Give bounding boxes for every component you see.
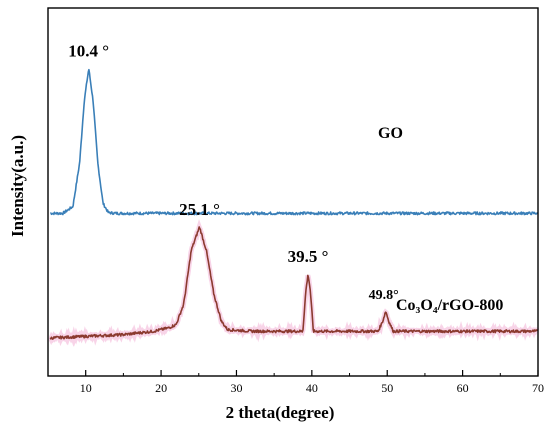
x-tick-label-10: 10 <box>80 381 92 395</box>
series-layer <box>48 68 540 347</box>
plot-frame <box>47 7 539 377</box>
x-axis-title: 2 theta(degree) <box>226 403 335 422</box>
series-line-co3o4-rgo-800 <box>49 226 539 341</box>
x-tick-label-30: 30 <box>230 381 242 395</box>
series-label-go: GO <box>378 125 403 142</box>
peak-label-25.1: 25.1 ° <box>179 200 220 219</box>
peak-label-49.8: 49.8° <box>369 288 399 303</box>
annotation-layer: 10.4 ° 25.1 ° 39.5 ° 49.8° <box>68 41 398 303</box>
peak-label-39.5: 39.5 ° <box>288 247 329 266</box>
y-axis-title: Intensity(a.u.) <box>8 135 27 237</box>
x-tick-label-60: 60 <box>457 381 469 395</box>
axis-layer: 10 20 30 40 50 60 70 <box>47 7 544 395</box>
x-tick-label-40: 40 <box>306 381 318 395</box>
peak-label-10.4: 10.4 ° <box>68 41 109 60</box>
series-line-go <box>50 68 539 216</box>
x-tick-label-50: 50 <box>381 381 393 395</box>
x-tick-label-20: 20 <box>155 381 167 395</box>
series-label-co3o4-rgo-800: Co₃O₄/rGO-800 <box>396 297 503 314</box>
x-tick-label-70: 70 <box>532 381 544 395</box>
series-halo-co3o4-rgo-800 <box>48 218 540 347</box>
